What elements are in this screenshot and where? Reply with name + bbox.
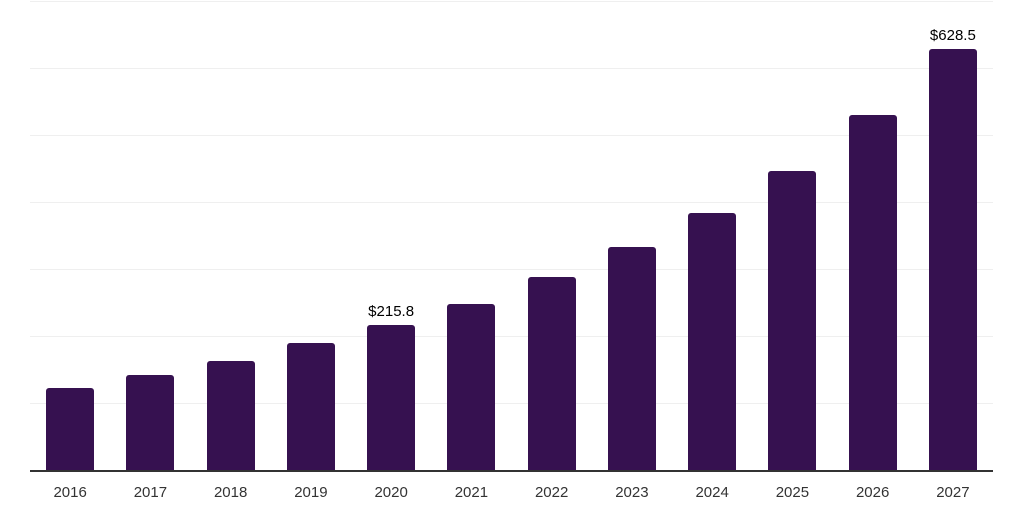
gridline-500	[30, 135, 993, 136]
bar-2019	[286, 342, 335, 470]
bar-band-2016	[30, 1, 110, 470]
bar-band-2023	[592, 1, 672, 470]
x-tick-label-2019: 2019	[294, 483, 328, 501]
bar-2025	[768, 170, 817, 470]
x-axis-labels: 2016 2017 2018 2019 2020 2021 2022 2023 2024 2025…	[30, 472, 993, 512]
bar-band-2018	[191, 1, 271, 470]
bar-2017	[126, 375, 175, 470]
x-axis-line	[30, 470, 993, 472]
plot-area: $215.8 $628.5	[30, 1, 993, 470]
bar-2024	[688, 212, 737, 470]
bar-2026	[848, 114, 897, 470]
bar-band-2017	[110, 1, 190, 470]
bar-band-2026	[833, 1, 913, 470]
gridline-300	[30, 269, 993, 270]
gridline-100	[30, 403, 993, 404]
bar-band-2019	[271, 1, 351, 470]
gridline-400	[30, 202, 993, 203]
bar-band-2027: $628.5	[913, 1, 993, 470]
bar-band-2025	[752, 1, 832, 470]
x-tick-label-2016: 2016	[53, 483, 87, 501]
bar-2023	[607, 246, 656, 470]
gridline-200	[30, 336, 993, 337]
bars-container: $215.8 $628.5	[30, 1, 993, 470]
bar-2027	[928, 48, 977, 470]
x-tick-label-2022: 2022	[534, 483, 569, 501]
x-tick-label-2017: 2017	[133, 483, 168, 501]
gridline-700	[30, 1, 993, 2]
x-tick-label-2027: 2027	[936, 483, 970, 501]
x-tick-label-2023: 2023	[615, 483, 649, 501]
bar-band-2020: $215.8	[351, 1, 431, 470]
bar-value-label-2027: $628.5	[929, 26, 976, 44]
x-tick-label-2020: 2020	[374, 483, 408, 501]
bar-2020	[367, 325, 416, 470]
bar-value-label-2020: $215.8	[368, 303, 415, 321]
bar-2018	[206, 361, 255, 470]
bar-2022	[527, 276, 576, 470]
bar-band-2022	[512, 1, 592, 470]
x-tick-label-2018: 2018	[213, 483, 248, 501]
x-tick-label-2021: 2021	[454, 483, 489, 501]
bar-band-2024	[672, 1, 752, 470]
gridline-600	[30, 68, 993, 69]
bar-band-2021	[431, 1, 511, 470]
x-tick-label-2024: 2024	[695, 483, 729, 501]
bar-2021	[447, 303, 496, 470]
x-tick-label-2026: 2026	[855, 483, 890, 501]
x-tick-label-2025: 2025	[775, 483, 810, 501]
bar-2016	[46, 388, 95, 470]
